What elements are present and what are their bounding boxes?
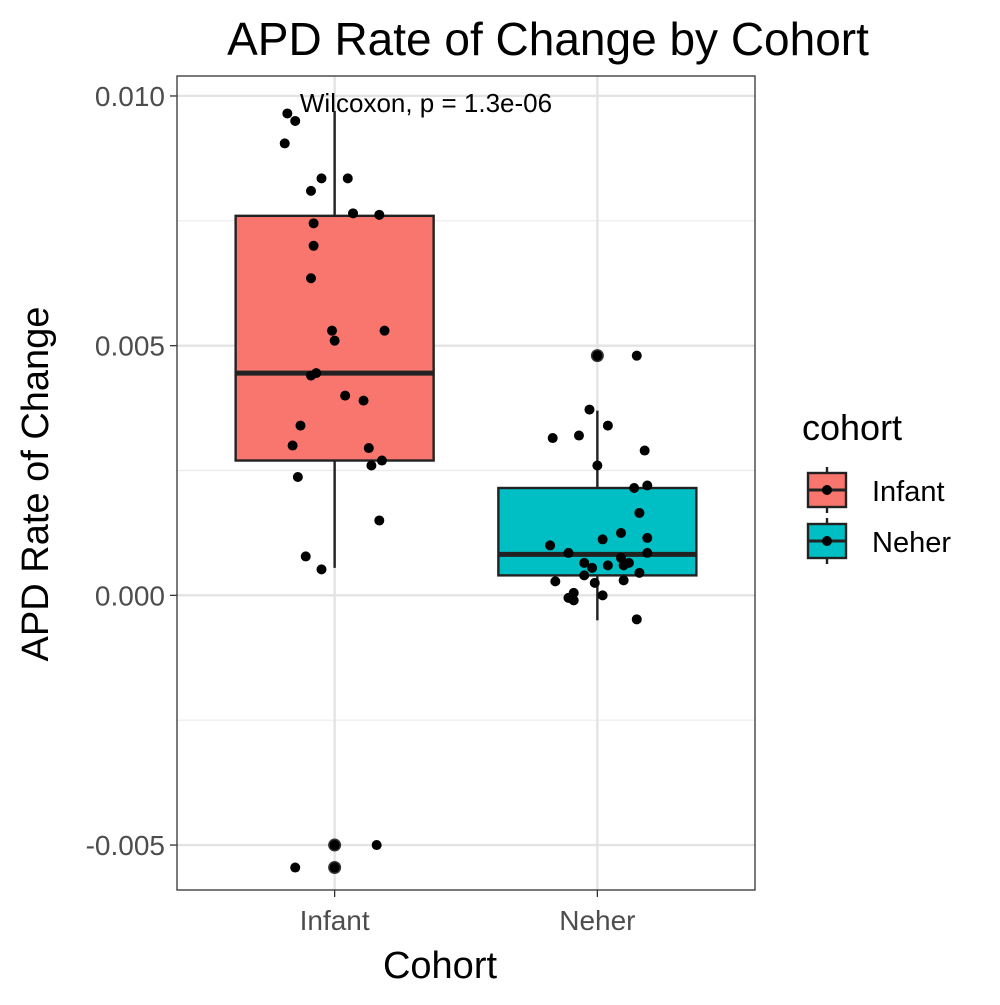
x-tick-label: Neher [559, 905, 635, 936]
data-point-neher [634, 507, 645, 518]
panel-background [177, 76, 755, 890]
data-point-infant [342, 173, 353, 184]
data-point-neher [584, 404, 595, 415]
data-point-neher [563, 547, 574, 558]
data-point-infant [282, 108, 293, 119]
data-point-neher [592, 460, 603, 471]
data-point-neher [642, 480, 653, 491]
data-point-infant [295, 420, 306, 431]
data-point-infant [374, 209, 385, 220]
data-point-neher [631, 614, 642, 625]
x-axis: Infant Neher [300, 890, 635, 936]
chart-title: APD Rate of Change by Cohort [227, 13, 869, 65]
y-tick-label: 0.005 [95, 331, 165, 362]
data-point-infant [316, 173, 327, 184]
data-point-infant [374, 515, 385, 526]
data-point-infant [327, 325, 338, 336]
data-point-infant [316, 564, 327, 575]
data-point-infant [305, 370, 316, 381]
data-point-neher [602, 560, 613, 571]
data-point-neher [634, 567, 645, 578]
data-point-neher [587, 562, 598, 573]
data-point-infant [308, 240, 319, 251]
data-point-infant [308, 218, 319, 229]
data-point-neher [618, 575, 629, 586]
data-point-neher [642, 532, 653, 543]
data-point-neher [573, 430, 584, 441]
legend-item-infant: Infant [806, 467, 945, 513]
legend-label: Neher [872, 527, 951, 559]
data-point-neher [602, 420, 613, 431]
data-point-infant [371, 840, 382, 851]
wilcoxon-annotation: Wilcoxon, p = 1.3e-06 [300, 88, 552, 118]
data-point-infant [305, 273, 316, 284]
data-point-infant [287, 440, 298, 451]
data-point-infant [376, 455, 387, 466]
data-point-neher [639, 445, 650, 456]
data-point-neher [597, 534, 608, 545]
data-point-infant [348, 208, 359, 219]
legend-key-point [822, 536, 832, 546]
data-point-neher [579, 570, 590, 581]
box-body [497, 486, 698, 577]
data-point-infant [329, 840, 340, 851]
x-axis-title: Cohort [383, 945, 497, 987]
data-point-neher [550, 576, 561, 587]
data-point-infant [300, 551, 311, 562]
data-point-neher [631, 350, 642, 361]
grid-layer [177, 76, 755, 890]
data-point-infant [366, 460, 377, 471]
data-point-neher [545, 540, 556, 551]
data-point-neher [589, 577, 600, 588]
box-neher [497, 349, 698, 621]
y-axis-title: APD Rate of Change [15, 307, 57, 662]
legend-label: Infant [872, 476, 945, 508]
point-layer [279, 108, 653, 873]
y-tick-label: 0.000 [95, 580, 165, 611]
data-point-neher [597, 590, 608, 601]
data-point-neher [568, 595, 579, 606]
y-axis: -0.005 0.000 0.005 0.010 [86, 81, 177, 861]
data-point-neher [629, 482, 640, 493]
data-point-infant [379, 325, 390, 336]
legend: cohort Infant Neher [802, 407, 951, 564]
data-point-infant [329, 862, 340, 873]
data-point-infant [358, 395, 369, 406]
data-point-infant [292, 472, 303, 483]
x-tick-label: Infant [300, 905, 370, 936]
data-point-neher [642, 547, 653, 558]
data-point-neher [547, 433, 558, 444]
data-point-neher [579, 557, 590, 568]
y-tick-label: 0.010 [95, 81, 165, 112]
legend-item-neher: Neher [806, 518, 951, 564]
data-point-infant [305, 185, 316, 196]
panel-border [176, 75, 756, 891]
legend-key-point [822, 485, 832, 495]
data-point-infant [340, 390, 351, 401]
y-tick-label: -0.005 [86, 830, 165, 861]
data-point-neher [592, 350, 603, 361]
data-point-neher [623, 557, 634, 568]
data-point-infant [329, 335, 340, 346]
legend-title: cohort [802, 407, 902, 448]
data-point-infant [290, 862, 301, 873]
data-point-infant [363, 443, 374, 454]
data-point-neher [616, 527, 627, 538]
data-point-infant [290, 115, 301, 126]
data-point-infant [279, 138, 290, 149]
